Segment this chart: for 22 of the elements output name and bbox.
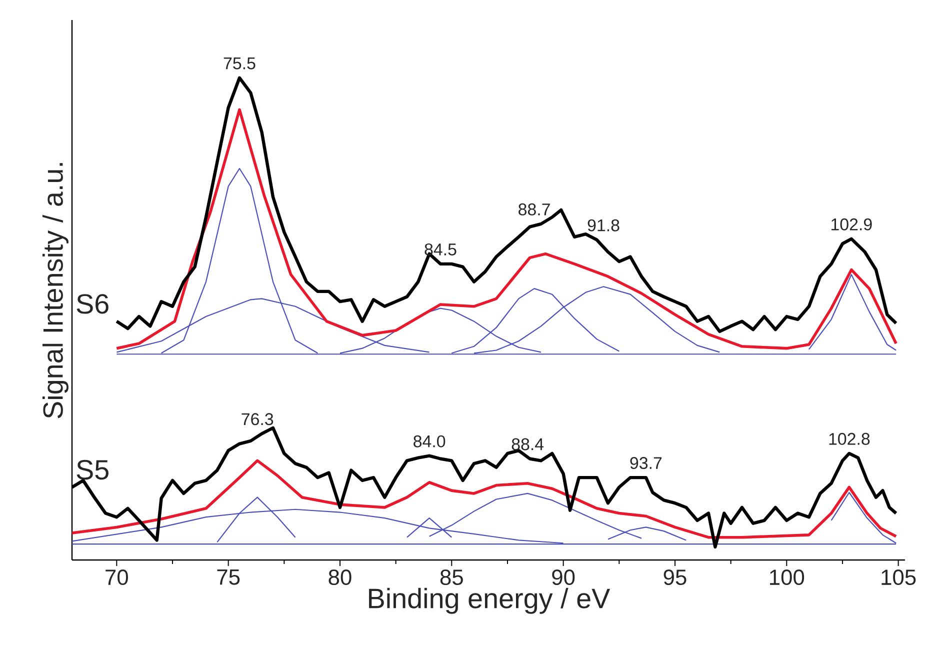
x-tick-label: 85 (440, 570, 463, 586)
series-label: S6 (76, 294, 108, 314)
x-tick-label: 75 (217, 570, 240, 585)
annotation: 75.5 (224, 58, 256, 70)
annotation: 88.4 (512, 438, 544, 450)
annotation: 91.8 (588, 219, 620, 232)
annotation: 84.0 (414, 435, 446, 448)
x-tick-label: 80 (328, 570, 352, 586)
y-axis-title: Signal Intensity / a.u. (42, 163, 68, 418)
x-tick-label: 70 (106, 570, 128, 586)
x-tick-label: 90 (552, 570, 575, 586)
x-tick-label: 100 (770, 570, 804, 586)
annotation: 102.8 (829, 432, 870, 445)
x-tick-label: 105 (882, 570, 916, 586)
x-tick-label: 95 (664, 570, 686, 586)
annotation: 76.3 (242, 413, 274, 426)
series-label: S5 (76, 460, 108, 480)
annotation: 88.7 (518, 203, 550, 216)
annotation: 102.9 (832, 218, 872, 230)
x-axis-title: Binding energy / eV (369, 588, 610, 614)
annotation: 84.5 (424, 243, 456, 256)
annotation: 93.7 (630, 457, 662, 470)
